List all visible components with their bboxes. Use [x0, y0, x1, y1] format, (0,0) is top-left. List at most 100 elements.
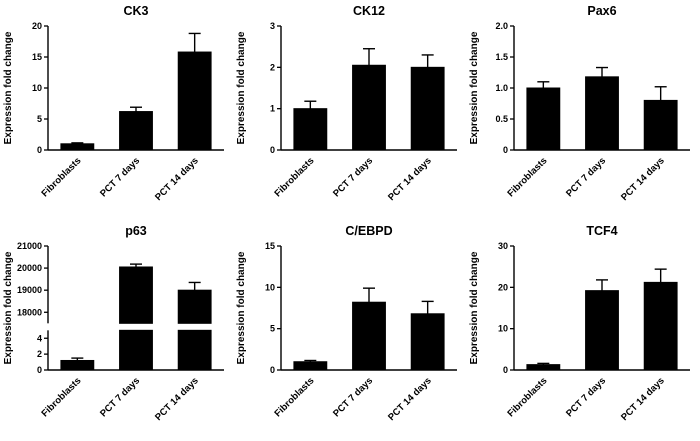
error-bar	[130, 263, 142, 267]
error-bar	[537, 362, 550, 365]
x-tick-label: PCT 7 days	[564, 155, 608, 199]
bar	[410, 66, 445, 151]
bar	[352, 301, 386, 371]
error-bar	[71, 357, 84, 361]
y-tick-label: 2	[37, 349, 42, 359]
bars	[526, 268, 678, 371]
chart-svg: CK12 Expression fold change 0 1 2 3 Fibroblast…	[236, 4, 457, 203]
chart-svg: CK3 Expression fold change 0 5 10 15 20 Fibrobl…	[3, 4, 224, 203]
error-bar	[654, 268, 667, 283]
error-bar	[654, 86, 667, 101]
error-bar	[596, 66, 608, 77]
chart-title: p63	[125, 224, 147, 238]
bar	[293, 108, 328, 151]
y-tick-label: 0	[270, 145, 275, 155]
y-ticks: 0 5 10 15 20	[32, 21, 48, 155]
y-tick-label: 30	[498, 241, 508, 251]
y-tick-label: 20	[32, 21, 42, 31]
x-tick-label: PCT 14 days	[153, 155, 201, 203]
chart-title: C/EBPD	[345, 224, 392, 238]
y-ticks: 0 10 20 30	[498, 241, 514, 375]
x-tick-label: PCT 14 days	[386, 375, 434, 423]
y-ticks: 0 5 10 15	[265, 241, 281, 375]
y-ticks: 0 0.5 1.0 1.5 2.0	[495, 21, 514, 155]
chart-panel-pax6: Pax6 Expression fold change 0 0.5 1.0 1.5 2.0 F…	[466, 0, 699, 220]
bars	[293, 287, 445, 371]
error-bar	[537, 81, 550, 88]
chart-panel-cebpd: C/EBPD Expression fold change 0 5 10 15 Fibrob…	[233, 220, 466, 440]
x-tick-labels: Fibroblasts PCT 7 days PCT 14 days	[39, 155, 200, 203]
x-tick-labels: Fibroblasts PCT 7 days PCT 14 days	[505, 375, 666, 423]
y-tick-label: 15	[265, 241, 275, 251]
x-tick-label: PCT 7 days	[98, 375, 142, 419]
x-tick-label: Fibroblasts	[39, 375, 83, 419]
bar	[643, 281, 678, 371]
x-tick-label: Fibroblasts	[505, 155, 549, 199]
y-tick-label: 1	[270, 104, 275, 114]
bar	[119, 266, 153, 324]
x-tick-label: PCT 7 days	[564, 375, 608, 419]
error-bar	[304, 100, 317, 109]
y-axis-label: Expression fold change	[469, 31, 480, 144]
error-bar	[421, 54, 434, 68]
chart-svg: TCF4 Expression fold change 0 10 20 30 Fibrobl…	[469, 224, 690, 423]
y-tick-label: 1.0	[495, 83, 508, 93]
y-tick-label: 10	[265, 282, 275, 292]
y-tick-label: 2	[270, 62, 275, 72]
y-tick-label: 0	[37, 365, 42, 375]
y-tick-label: 21000	[17, 241, 42, 251]
error-bar	[304, 359, 317, 362]
bar	[526, 87, 561, 151]
y-ticks: 0 2 4 18000 19000 20000 21000	[17, 241, 48, 375]
bar	[177, 329, 212, 371]
y-tick-label: 1.5	[495, 52, 508, 62]
x-tick-label: Fibroblasts	[505, 375, 549, 419]
bar	[585, 290, 619, 371]
chart-svg: Pax6 Expression fold change 0 0.5 1.0 1.5 2.0 F…	[469, 4, 690, 203]
x-tick-label: Fibroblasts	[272, 155, 316, 199]
error-bar	[71, 142, 84, 144]
x-tick-label: Fibroblasts	[272, 375, 316, 419]
y-tick-label: 4	[37, 333, 42, 343]
bar	[177, 289, 212, 324]
y-tick-label: 3	[270, 21, 275, 31]
y-tick-label: 5	[270, 324, 275, 334]
error-bar	[188, 32, 201, 53]
y-tick-label: 15	[32, 52, 42, 62]
x-tick-label: PCT 7 days	[331, 155, 375, 199]
x-tick-label: PCT 14 days	[619, 155, 667, 203]
x-tick-label: PCT 7 days	[331, 375, 375, 419]
x-tick-label: PCT 14 days	[153, 375, 201, 423]
y-tick-label: 10	[32, 83, 42, 93]
y-tick-label: 20	[498, 282, 508, 292]
x-tick-label: Fibroblasts	[39, 155, 83, 199]
bars	[293, 48, 445, 151]
x-tick-labels: Fibroblasts PCT 7 days PCT 14 days	[39, 375, 200, 423]
y-tick-label: 5	[37, 114, 42, 124]
bar	[352, 64, 386, 151]
x-tick-labels: Fibroblasts PCT 7 days PCT 14 days	[272, 375, 433, 423]
chart-svg: p63 Expression fold change 0 2 4 18000 19000 20…	[3, 224, 224, 423]
y-tick-label: 0	[503, 365, 508, 375]
error-bar	[421, 300, 434, 314]
y-tick-label: 20000	[17, 263, 42, 273]
chart-panel-ck12: CK12 Expression fold change 0 1 2 3 Fibroblast…	[233, 0, 466, 220]
chart-panel-ck3: CK3 Expression fold change 0 5 10 15 20 Fibrobl…	[0, 0, 233, 220]
x-tick-label: PCT 14 days	[386, 155, 434, 203]
error-bar	[188, 281, 201, 291]
y-tick-label: 2.0	[495, 21, 508, 31]
y-ticks: 0 1 2 3	[270, 21, 281, 155]
error-bar	[363, 287, 375, 303]
chart-title: CK12	[353, 4, 385, 18]
x-tick-label: PCT 14 days	[619, 375, 667, 423]
y-tick-label: 0	[503, 145, 508, 155]
chart-title: CK3	[123, 4, 148, 18]
chart-title: Pax6	[587, 4, 616, 18]
bar	[119, 111, 153, 151]
x-tick-label: PCT 7 days	[98, 155, 142, 199]
chart-svg: C/EBPD Expression fold change 0 5 10 15 Fibrob…	[236, 224, 457, 423]
bar	[60, 359, 95, 371]
y-axis-label: Expression fold change	[3, 251, 14, 364]
bars	[60, 32, 212, 151]
